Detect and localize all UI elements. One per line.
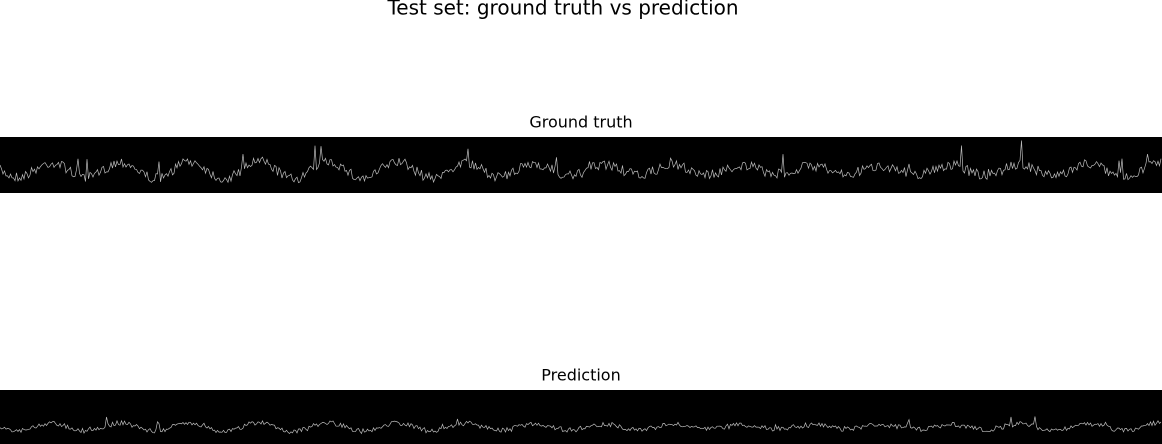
waveform	[0, 416, 1162, 435]
image-panel	[0, 390, 1162, 444]
panel-title: Prediction	[541, 366, 620, 385]
panel-title: Ground truth	[529, 113, 632, 132]
image-panel	[0, 137, 1162, 193]
figure-title: Test set: ground truth vs prediction	[386, 0, 738, 20]
waveform	[0, 140, 1162, 184]
